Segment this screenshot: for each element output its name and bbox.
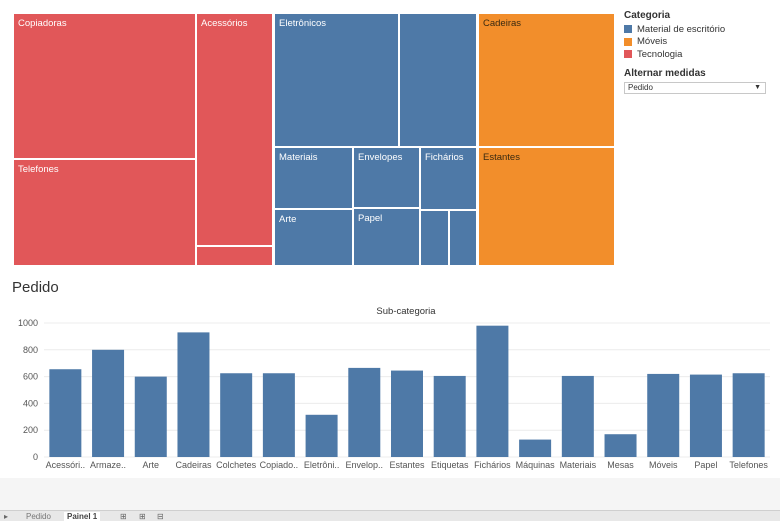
x-tick-label: Cadeiras — [175, 460, 212, 470]
bar[interactable] — [92, 349, 125, 457]
tile-cadeiras[interactable]: Cadeiras — [478, 13, 615, 147]
new-story-icon[interactable]: ⊟ — [157, 512, 164, 521]
x-tick-label: Materiais — [560, 460, 597, 470]
bar[interactable] — [604, 434, 637, 457]
legend-item[interactable]: Móveis — [624, 36, 774, 49]
x-tick-label: Acessóri.. — [46, 460, 86, 470]
sheet-footer — [0, 478, 780, 510]
legend-item-label: Tecnologia — [637, 48, 683, 60]
y-tick-label: 0 — [33, 452, 38, 462]
nav-arrow-icon[interactable]: ▸ — [4, 512, 9, 521]
tile-label: Papel — [358, 213, 383, 224]
x-tick-label: Telefones — [729, 460, 768, 470]
y-tick-label: 800 — [23, 345, 38, 355]
bar-chart: Sub-categoria 0 200 400 600 800 1000 Acessóri… — [18, 306, 770, 470]
y-tick-label: 400 — [23, 398, 38, 408]
tile-label: Copiadoras — [18, 18, 67, 29]
tile-estantes[interactable]: Estantes — [478, 147, 615, 266]
x-tick-label: Móveis — [649, 460, 678, 470]
tile-label: Eletrônicos — [279, 18, 326, 29]
tile-tecnologia-other[interactable] — [196, 246, 273, 266]
tile-telefones[interactable]: Telefones — [13, 159, 196, 266]
bar[interactable] — [262, 373, 295, 457]
bar[interactable] — [49, 369, 82, 457]
bar[interactable] — [689, 374, 722, 457]
tile-envelopes[interactable]: Envelopes — [353, 147, 420, 208]
tile-label: Acessórios — [201, 18, 248, 29]
legend-swatch — [624, 37, 632, 46]
bar[interactable] — [177, 332, 210, 457]
tile-label: Telefones — [18, 164, 59, 175]
legend-item[interactable]: Material de escritório — [624, 23, 774, 36]
tile-label: Materiais — [279, 152, 318, 163]
bar[interactable] — [561, 375, 594, 457]
new-dashboard-icon[interactable]: ⊞ — [139, 512, 146, 521]
sheet-tab-bar: ▸ Pedido Painel 1 ⊞ ⊞ ⊟ — [0, 510, 780, 521]
bar-section-title: Pedido — [12, 279, 59, 296]
legend-item[interactable]: Tecnologia — [624, 48, 774, 61]
measure-title: Alternar medidas — [624, 67, 706, 79]
legend-swatch — [624, 25, 632, 34]
tab-pedido[interactable]: Pedido — [26, 512, 51, 521]
chart-title: Sub-categoria — [376, 306, 436, 317]
bar[interactable] — [647, 373, 680, 457]
tile-copiadoras[interactable]: Copiadoras — [13, 13, 196, 159]
new-sheet-icon[interactable]: ⊞ — [120, 512, 127, 521]
tile-fichario[interactable]: Fichários — [420, 147, 477, 210]
tile-label: Cadeiras — [483, 18, 522, 29]
legend-item-label: Móveis — [637, 36, 668, 48]
tile-acessorios[interactable]: Acessórios — [196, 13, 273, 246]
tile-label: Envelopes — [358, 152, 403, 163]
x-tick-label: Armaze.. — [90, 460, 126, 470]
tile-papel[interactable]: Papel — [353, 208, 420, 266]
chevron-down-icon[interactable]: ▼ — [754, 83, 761, 91]
legend-item-label: Material de escritório — [637, 23, 726, 35]
x-tick-label: Eletrôni.. — [304, 460, 340, 470]
category-legend: Categoria Material de escritório Móveis … — [624, 10, 774, 94]
x-tick-label: Fichários — [474, 460, 511, 470]
y-tick-label: 1000 — [18, 318, 38, 328]
measure-dropdown[interactable]: Pedido ▼ — [624, 81, 766, 94]
bar[interactable] — [220, 373, 253, 457]
tile-material-small-b[interactable] — [449, 210, 477, 266]
tile-arte[interactable]: Arte — [274, 209, 353, 266]
tile-materiais[interactable]: Materiais — [274, 147, 353, 209]
x-tick-label: Colchetes — [216, 460, 257, 470]
y-tick-label: 200 — [23, 425, 38, 435]
bar[interactable] — [391, 370, 423, 457]
treemap[interactable]: Copiadoras Telefones Acessórios Eletrôni… — [13, 13, 615, 266]
tile-label: Arte — [279, 214, 297, 225]
legend-swatch — [624, 50, 632, 59]
x-tick-label: Arte — [143, 460, 160, 470]
bar[interactable] — [519, 439, 552, 457]
tab-painel-1[interactable]: Painel 1 — [64, 512, 101, 521]
x-tick-label: Mesas — [607, 460, 634, 470]
x-tick-label: Etiquetas — [431, 460, 469, 470]
bar[interactable] — [732, 373, 765, 457]
x-tick-label: Copiado.. — [260, 460, 299, 470]
legend-title: Categoria — [624, 10, 671, 21]
x-tick-label: Estantes — [389, 460, 425, 470]
tile-material-small-a[interactable] — [420, 210, 449, 266]
tile-label: Estantes — [483, 152, 520, 163]
x-tick-label: Máquinas — [516, 460, 556, 470]
x-tick-label: Papel — [694, 460, 717, 470]
y-tick-label: 600 — [23, 372, 38, 382]
bar[interactable] — [433, 375, 466, 457]
bar[interactable] — [348, 367, 381, 457]
x-tick-label: Envelop.. — [346, 460, 384, 470]
bar[interactable] — [476, 325, 509, 457]
tile-eletronicos[interactable]: Eletrônicos — [274, 13, 399, 147]
measure-selected-value: Pedido — [628, 82, 653, 92]
tile-material-other-top[interactable] — [399, 13, 477, 147]
bar[interactable] — [134, 376, 167, 457]
tile-label: Fichários — [425, 152, 464, 163]
bar[interactable] — [305, 414, 338, 457]
